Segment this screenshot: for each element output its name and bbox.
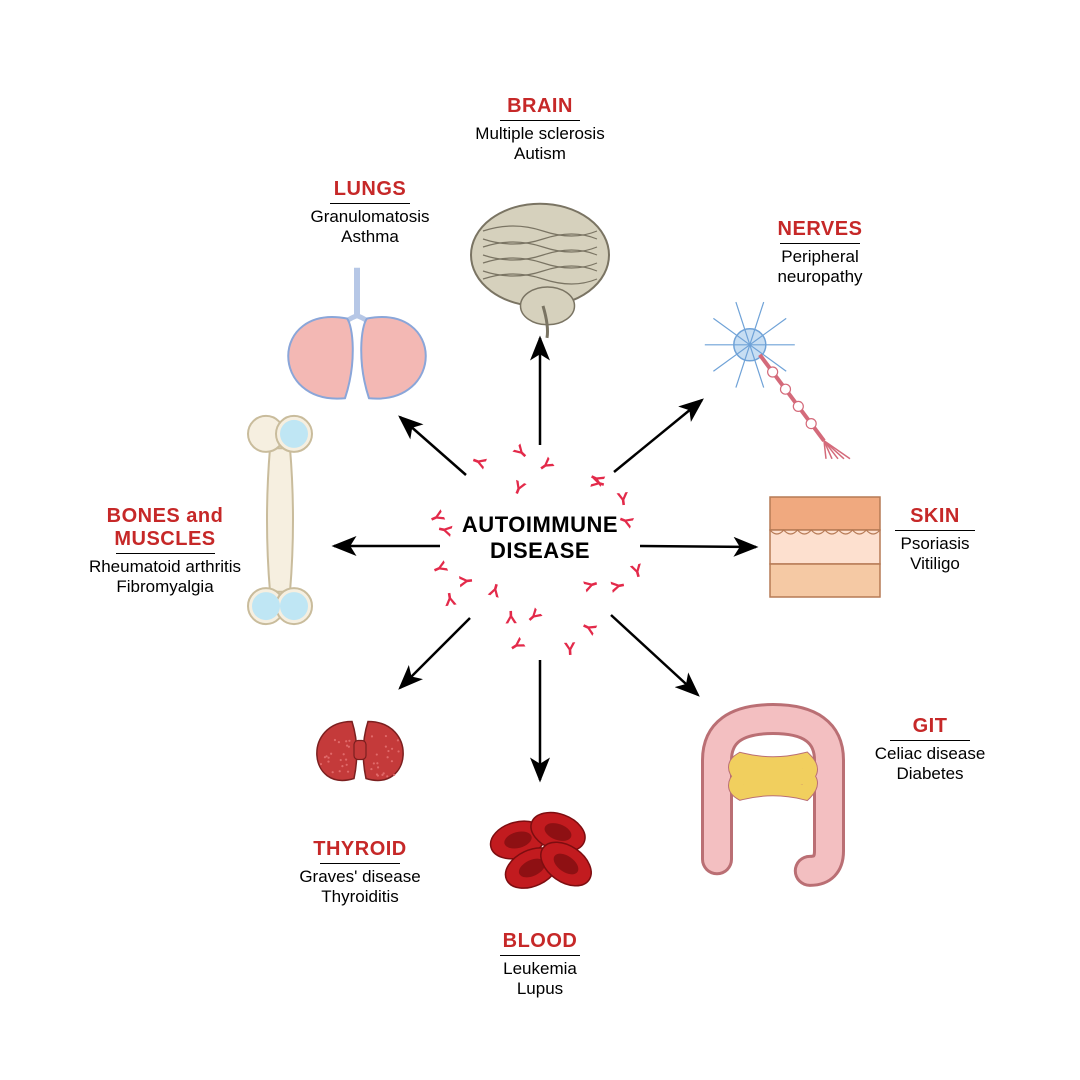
label-condition-skin-1: Vitiligo [795,554,1075,574]
label-condition-git-1: Diabetes [790,764,1070,784]
antibody-mark: Y [578,572,603,597]
label-condition-lungs-0: Granulomatosis [230,207,510,227]
antibody-mark: Y [501,607,522,628]
label-blood: BLOOD LeukemiaLupus [400,930,680,999]
label-condition-thyroid-0: Graves' disease [220,867,500,887]
label-underline-thyroid [320,863,400,864]
label-underline-blood [500,955,580,956]
antibody-mark: Y [466,449,492,475]
label-underline-brain [500,120,580,121]
arrow-thyroid [400,618,470,688]
antibody-mark: Y [532,451,560,479]
label-condition-lungs-1: Asthma [230,227,510,247]
antibody-mark: Y [438,587,461,610]
antibody-mark: Y [612,488,634,510]
antibody-mark: Y [519,602,547,630]
label-underline-bones [116,553,215,554]
arrow-nerves [614,400,702,472]
label-lungs: LUNGS GranulomatosisAsthma [230,178,510,247]
label-underline-git [890,740,970,741]
lungs-icon [288,268,426,399]
blood-icon [486,806,599,897]
label-condition-git-0: Celiac disease [790,744,1070,764]
nerves-icon [705,302,850,459]
antibody-mark: Y [607,574,630,597]
label-underline-nerves [780,243,860,244]
label-title-git: GIT [790,715,1070,738]
antibody-mark: Y [482,578,507,603]
center-line-2: DISEASE [420,538,660,564]
label-condition-bones-0: Rheumatoid arthritis [25,557,305,577]
label-title-blood: BLOOD [400,930,680,953]
label-condition-nerves-0: Peripheral [680,247,960,267]
label-condition-thyroid-1: Thyroiditis [220,887,500,907]
label-title-bones-1: MUSCLES [25,528,305,551]
arrow-lungs [400,417,466,475]
label-title-thyroid: THYROID [220,838,500,861]
label-nerves: NERVES Peripheralneuropathy [680,218,960,287]
label-condition-skin-0: Psoriasis [795,534,1075,554]
center-line-1: AUTOIMMUNE [420,512,660,538]
label-title-lungs: LUNGS [230,178,510,201]
label-skin: SKIN PsoriasisVitiligo [795,505,1075,574]
arrow-git [611,615,698,695]
label-brain: BRAIN Multiple sclerosisAutism [400,95,680,164]
label-git: GIT Celiac diseaseDiabetes [790,715,1070,784]
label-bones: BONES andMUSCLES Rheumatoid arthritisFibr… [25,505,305,597]
thyroid-icon [317,722,403,781]
label-thyroid: THYROID Graves' diseaseThyroiditis [220,838,500,907]
label-condition-nerves-1: neuropathy [680,267,960,287]
label-title-skin: SKIN [795,505,1075,528]
antibody-mark: Y [576,615,603,642]
antibody-mark: Y [586,471,610,495]
label-underline-skin [895,530,975,531]
antibody-mark: Y [559,639,580,660]
label-condition-brain-0: Multiple sclerosis [400,124,680,144]
label-condition-bones-1: Fibromyalgia [25,577,305,597]
label-title-brain: BRAIN [400,95,680,118]
label-title-nerves: NERVES [680,218,960,241]
center-label: AUTOIMMUNEDISEASE [420,512,660,564]
label-condition-brain-1: Autism [400,144,680,164]
label-title-bones-0: BONES and [25,505,305,528]
label-underline-lungs [330,203,410,204]
antibody-mark: Y [503,631,531,659]
label-condition-blood-1: Lupus [400,979,680,999]
antibody-mark: Y [506,475,532,501]
label-condition-blood-0: Leukemia [400,959,680,979]
